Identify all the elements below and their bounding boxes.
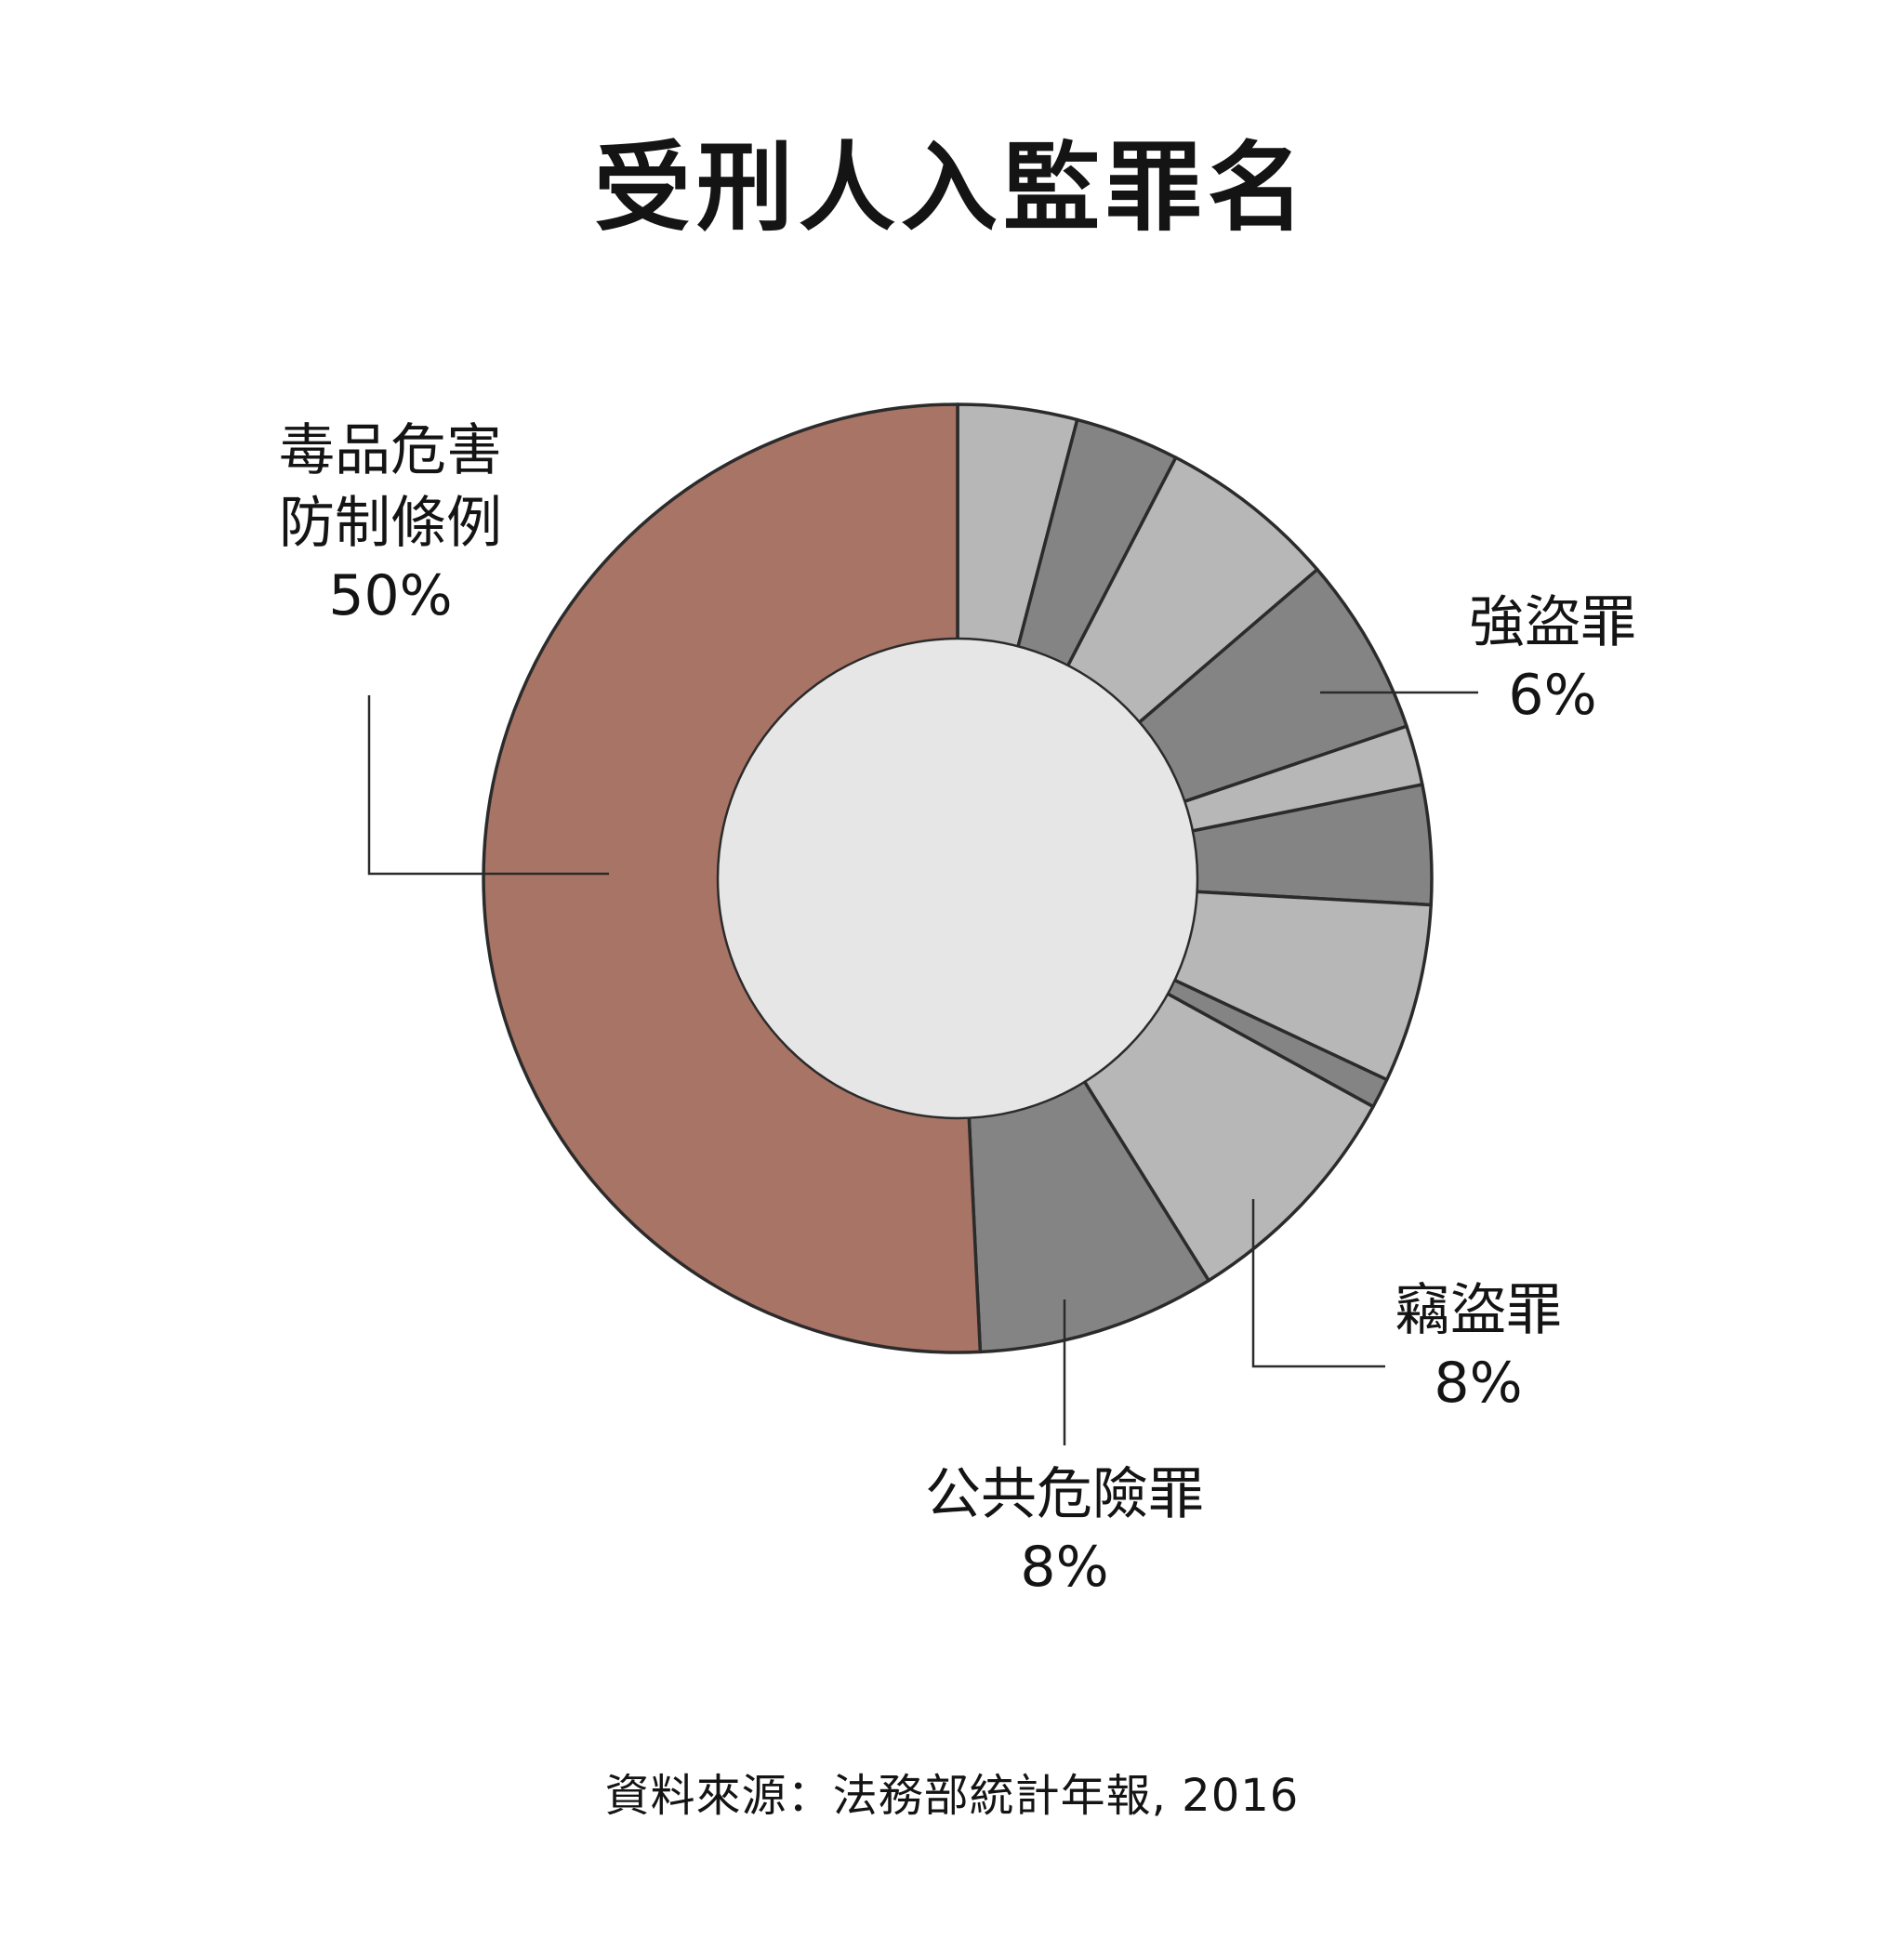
slice-label-11-line-2: 防制條例 [279, 491, 502, 556]
slice-label-11-line-3: 50% [328, 563, 452, 628]
slice-label-11-line-1: 毒品危害 [279, 418, 502, 483]
slice-label-10-line-2: 8% [1020, 1535, 1108, 1600]
chart-title: 受刑人入監罪名 [594, 131, 1310, 244]
slice-label-10-line-1: 公共危險罪 [925, 1462, 1204, 1527]
slice-label-4-line-1: 強盜罪 [1469, 590, 1636, 655]
slice-label-9-line-2: 8% [1434, 1351, 1522, 1416]
slice-label-9-line-1: 竊盜罪 [1395, 1278, 1562, 1343]
leader-line-9 [1251, 1199, 1385, 1368]
source-note: 資料來源：法務部統計年報, 2016 [605, 1770, 1300, 1822]
slice-label-4-line-2: 6% [1508, 663, 1596, 728]
donut-center [716, 637, 1199, 1120]
leader-line-11 [367, 695, 609, 876]
